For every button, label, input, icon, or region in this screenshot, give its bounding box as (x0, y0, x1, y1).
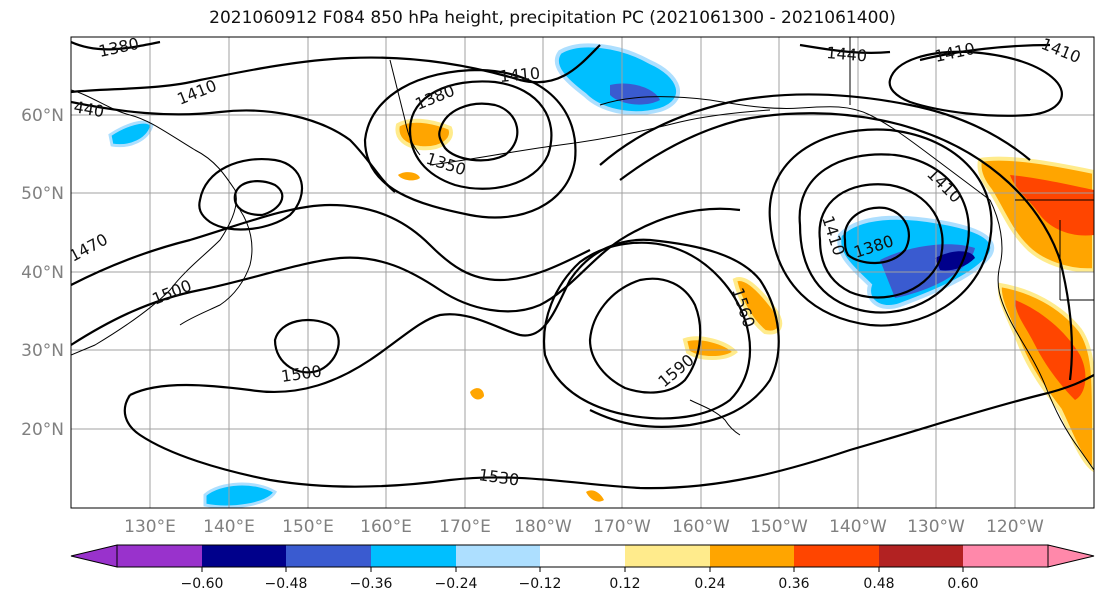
lon-label: 170°E (439, 517, 491, 537)
contour-1380-nw (71, 40, 161, 51)
lon-label: 120°W (986, 517, 1044, 537)
coast-japan (179, 209, 253, 326)
contour-low-east-2 (818, 183, 944, 299)
colorbar-segment (710, 545, 794, 567)
coastlines (71, 37, 1094, 471)
colorbar-tick: 0.24 (694, 576, 725, 592)
coast-hawaii (689, 399, 741, 436)
contour-1440-east (619, 112, 1074, 381)
lon-label: 180°W (514, 517, 572, 537)
coast-asia (71, 89, 237, 356)
lon-label: 140°W (829, 517, 887, 537)
colorbar-extend-low (70, 544, 118, 568)
colorbar-tick: 0.12 (609, 576, 640, 592)
coast-aleutians (429, 109, 771, 166)
coast-kamchatka (389, 59, 421, 156)
contour-1410-east (599, 93, 1031, 166)
colorbar-frame (116, 544, 1049, 568)
contour-low-kam-3 (363, 68, 577, 219)
contour-1530 (123, 238, 1094, 490)
lat-label: 60°N (21, 106, 64, 126)
colorbar-segment (963, 545, 1048, 567)
colorbar-segment (286, 545, 371, 567)
contour-low-kam-1 (438, 102, 519, 162)
lon-label: 150°E (282, 517, 334, 537)
colorbar-segment (625, 545, 710, 567)
colorbar-tick: −0.60 (181, 576, 224, 592)
precip-positive-us-nw-core (1010, 175, 1094, 236)
coast-alaska (599, 96, 991, 201)
lon-label: 130°E (124, 517, 176, 537)
colorbar-tick: −0.24 (435, 576, 478, 592)
colorbar-segment (540, 545, 625, 567)
contour-1560 (543, 241, 752, 420)
colorbar-tick: 0.48 (863, 576, 894, 592)
colorbar-tick: −0.36 (350, 576, 393, 592)
lon-label: 160°E (360, 517, 412, 537)
colorbar-segment (117, 545, 202, 567)
precip-positive-small1 (398, 172, 420, 181)
lon-label: 170°W (593, 517, 651, 537)
contour-low-japan-outer (198, 158, 304, 231)
lon-label: 160°W (672, 517, 730, 537)
colorbar-segment (794, 545, 879, 567)
colorbar-tick: 0.60 (947, 576, 978, 592)
precip-negative-south (203, 482, 278, 508)
contour-1590 (588, 277, 702, 394)
contour-high-west (273, 318, 340, 374)
colorbar: −0.60 −0.48 −0.36 −0.24 −0.12 0.12 0.24 … (70, 544, 1095, 592)
colorbar-segment (202, 545, 286, 567)
lon-label: 130°W (907, 517, 965, 537)
map-title: 2021060912 F084 850 hPa height, precipit… (209, 8, 896, 28)
contour-1410-north (71, 44, 601, 94)
contour-low-east-1 (843, 206, 911, 265)
contour-1500-main (71, 207, 741, 346)
precip-positive-small2 (470, 388, 484, 400)
colorbar-extend-high (1047, 544, 1095, 568)
lat-label: 20°N (21, 420, 64, 440)
lon-labels: 130°E 140°E 150°E 160°E 170°E 180°W 170°… (124, 517, 1044, 537)
colorbar-tick: 0.36 (778, 576, 809, 592)
precip-positive-small3 (586, 490, 604, 502)
lon-label: 140°E (203, 517, 255, 537)
height-contours (71, 40, 1094, 490)
colorbar-tick: −0.48 (265, 576, 308, 592)
colorbar-tick: −0.12 (519, 576, 562, 592)
lon-label: 150°W (750, 517, 808, 537)
lat-label: 30°N (21, 341, 64, 361)
contour-low-japan-inner (233, 180, 284, 217)
lat-label: 50°N (21, 184, 64, 204)
contour-low-east-3 (798, 153, 970, 314)
precip-shading (108, 43, 1094, 508)
contour-1410-ne (919, 43, 1051, 62)
contour-1440-ne (799, 43, 891, 55)
coast-north-america (989, 199, 1094, 471)
contour-1470-asia (71, 203, 591, 286)
colorbar-segment (456, 545, 540, 567)
colorbar-segment (371, 545, 456, 567)
colorbar-segment (879, 545, 963, 567)
contour-low-east-4 (768, 128, 993, 327)
lat-label: 40°N (21, 263, 64, 283)
contour-low-kam-2 (408, 80, 553, 190)
contour-label: 1440 (826, 43, 868, 65)
contour-label: 1410 (499, 64, 541, 86)
map-frame (70, 36, 1095, 509)
lat-labels: 60°N 50°N 40°N 30°N 20°N (21, 106, 64, 440)
precip-negative-west (108, 120, 154, 148)
